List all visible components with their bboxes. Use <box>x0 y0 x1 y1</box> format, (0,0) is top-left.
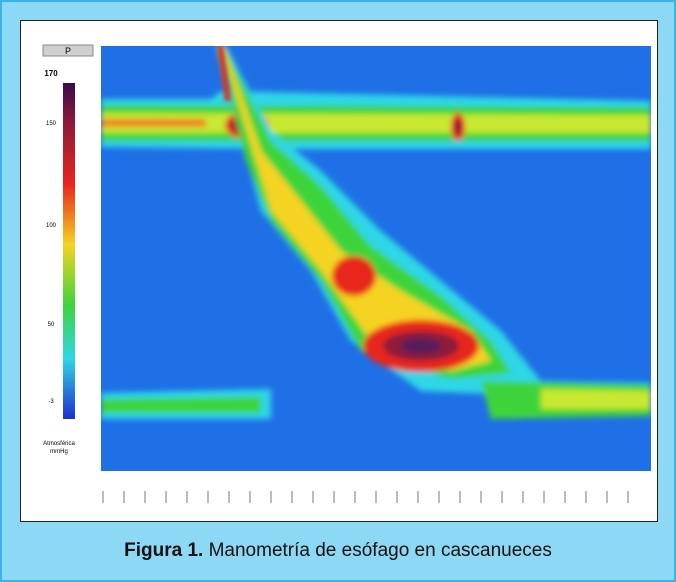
figure-caption: Figura 1. Manometría de esófago en casca… <box>0 540 676 562</box>
colorbar-label: -3 <box>48 399 54 405</box>
colorbar <box>63 83 75 419</box>
manometry-plot: P 170 150 100 50 -3 Atmosférica mmHg <box>21 21 657 521</box>
caption-text: Manometría de esófago en cascanueces <box>203 540 552 561</box>
heatmap <box>101 46 651 471</box>
colorbar-unit: mmHg <box>50 449 68 455</box>
figure-panel: P 170 150 100 50 -3 Atmosférica mmHg <box>20 20 658 522</box>
colorbar-label: 100 <box>46 223 57 229</box>
caption-label: Figura 1. <box>124 540 203 561</box>
colorbar-unit: Atmosférica <box>43 441 75 447</box>
colorbar-header: P <box>65 46 71 56</box>
colorbar-label: 170 <box>44 69 58 78</box>
time-ticks <box>103 491 628 503</box>
colorbar-label: 50 <box>48 322 55 328</box>
colorbar-label: 150 <box>46 121 57 127</box>
figure-frame: P 170 150 100 50 -3 Atmosférica mmHg <box>0 0 676 582</box>
